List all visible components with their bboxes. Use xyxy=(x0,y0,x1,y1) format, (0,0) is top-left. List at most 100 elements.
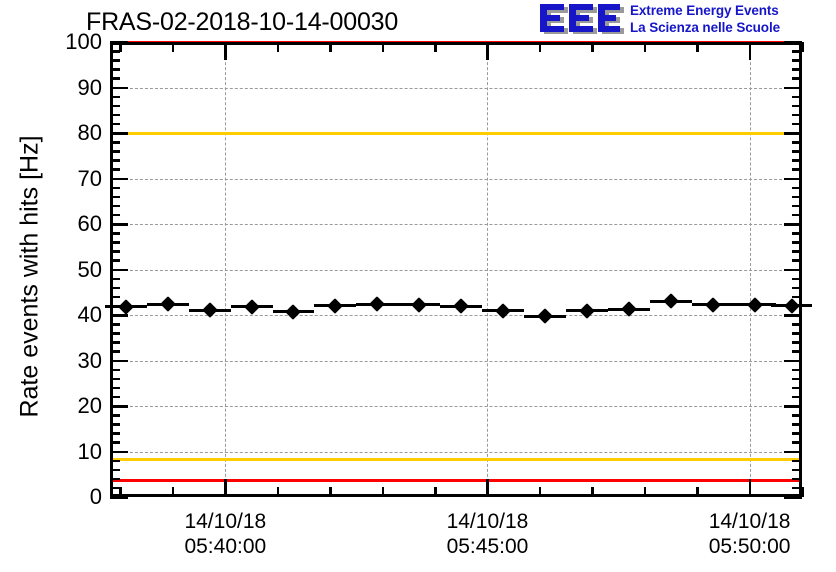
data-point-marker xyxy=(327,298,344,314)
y-axis-tick xyxy=(110,441,120,444)
x-axis-tick xyxy=(748,479,752,497)
y-axis-tick xyxy=(792,432,802,435)
y-axis-tick xyxy=(110,168,120,171)
y-axis-tick xyxy=(792,250,802,253)
x-axis-tick xyxy=(434,42,437,52)
y-axis-tick xyxy=(110,104,120,108)
y-axis-tick xyxy=(110,486,120,490)
x-axis-tick xyxy=(276,42,280,52)
y-axis-tick xyxy=(110,86,128,89)
data-point-marker xyxy=(243,299,260,315)
x-axis-tick xyxy=(643,42,647,52)
y-axis-tick xyxy=(110,377,120,381)
y-axis-tick xyxy=(792,159,802,162)
x-tick-date: 14/10/18 xyxy=(708,510,791,533)
x-axis-tick xyxy=(801,487,804,497)
y-axis-tick xyxy=(792,414,802,417)
x-axis-tick xyxy=(486,479,489,497)
x-axis-tick xyxy=(276,487,280,497)
y-axis-tick xyxy=(792,350,802,353)
y-axis-tick xyxy=(110,414,120,417)
data-point-marker xyxy=(285,304,302,320)
y-axis-tick xyxy=(110,277,120,281)
y-axis-tick xyxy=(110,468,120,472)
y-axis-tick xyxy=(110,304,120,308)
data-point-marker xyxy=(453,298,470,315)
y-axis-tick xyxy=(784,177,802,180)
y-axis-tick xyxy=(792,368,802,372)
y-axis-tick xyxy=(110,59,120,62)
y-axis-tick xyxy=(792,323,802,326)
data-point-marker xyxy=(579,303,595,319)
y-axis-tick xyxy=(110,496,128,499)
y-axis-tick xyxy=(110,395,120,399)
x-axis-tick xyxy=(434,487,437,497)
x-axis-tick xyxy=(224,479,227,497)
y-axis-tick xyxy=(110,177,128,180)
y-axis-tick xyxy=(784,450,802,453)
upper-orange-limit xyxy=(110,131,802,135)
y-tick-label: 90 xyxy=(77,74,102,100)
x-tick-time: 05:45:00 xyxy=(446,535,529,558)
x-axis-tick xyxy=(643,487,647,497)
data-point-marker xyxy=(159,296,176,312)
y-axis-tick xyxy=(792,77,802,80)
y-tick-label: 100 xyxy=(65,29,102,54)
y-tick-label: 40 xyxy=(77,302,102,327)
axis-bottom xyxy=(110,494,802,497)
x-axis-tick xyxy=(329,487,332,497)
axis-right xyxy=(799,42,802,497)
y-axis-tick xyxy=(792,441,802,444)
data-point-marker xyxy=(705,297,721,313)
y-axis-tick xyxy=(784,496,802,499)
y-axis-tick xyxy=(792,168,802,171)
y-tick-label: 20 xyxy=(77,393,102,418)
y-axis-label: Rate events with hits [Hz] xyxy=(15,135,44,418)
y-axis-tick xyxy=(792,423,802,426)
y-axis-tick xyxy=(110,195,120,199)
y-axis-tick xyxy=(110,259,120,262)
y-axis-tick xyxy=(792,332,802,335)
x-tick-time: 05:40:00 xyxy=(184,535,267,558)
y-axis-tick xyxy=(792,195,802,199)
y-axis-tick xyxy=(792,468,802,472)
y-axis-tick xyxy=(784,86,802,89)
y-axis-tick xyxy=(110,477,120,481)
logo-text: Extreme Energy Events La Scienza nelle S… xyxy=(630,2,780,36)
y-axis-tick xyxy=(110,232,120,235)
x-axis-tick xyxy=(119,487,122,497)
x-tick-date: 14/10/18 xyxy=(184,510,267,533)
x-axis-tick xyxy=(591,42,594,52)
x-axis-tick xyxy=(538,487,542,497)
y-axis-tick xyxy=(784,359,802,362)
x-tick-label: 14/10/18 05:50:00 xyxy=(670,509,830,559)
x-axis-tick xyxy=(748,42,752,60)
x-axis-tick xyxy=(171,487,175,497)
y-axis-tick xyxy=(110,368,120,372)
axis-top xyxy=(110,42,802,45)
y-axis-tick xyxy=(792,459,802,463)
data-point-marker xyxy=(369,296,386,312)
y-axis-tick xyxy=(110,459,120,463)
y-tick-label: 0 xyxy=(89,484,102,509)
gridline-horizontal xyxy=(110,269,802,271)
y-axis-tick xyxy=(110,432,120,435)
y-axis-tick xyxy=(792,104,802,108)
data-point-marker xyxy=(495,303,511,319)
x-axis-tick xyxy=(171,42,175,52)
y-axis-tick xyxy=(110,68,120,71)
logo-line-2: La Scienza nelle Scuole xyxy=(630,20,781,35)
y-axis-tick xyxy=(792,259,802,262)
y-axis-tick xyxy=(792,277,802,281)
y-axis-tick xyxy=(792,59,802,62)
gridline-horizontal xyxy=(110,406,802,407)
y-axis-tick xyxy=(110,113,120,117)
y-tick-label: 70 xyxy=(77,165,102,191)
y-axis-tick xyxy=(110,268,128,271)
y-axis-tick xyxy=(792,141,802,144)
gridline-horizontal xyxy=(110,451,802,453)
y-axis-tick xyxy=(110,223,128,226)
y-axis-tick xyxy=(792,113,802,117)
y-axis-tick xyxy=(110,95,120,99)
plot-area xyxy=(104,40,813,499)
